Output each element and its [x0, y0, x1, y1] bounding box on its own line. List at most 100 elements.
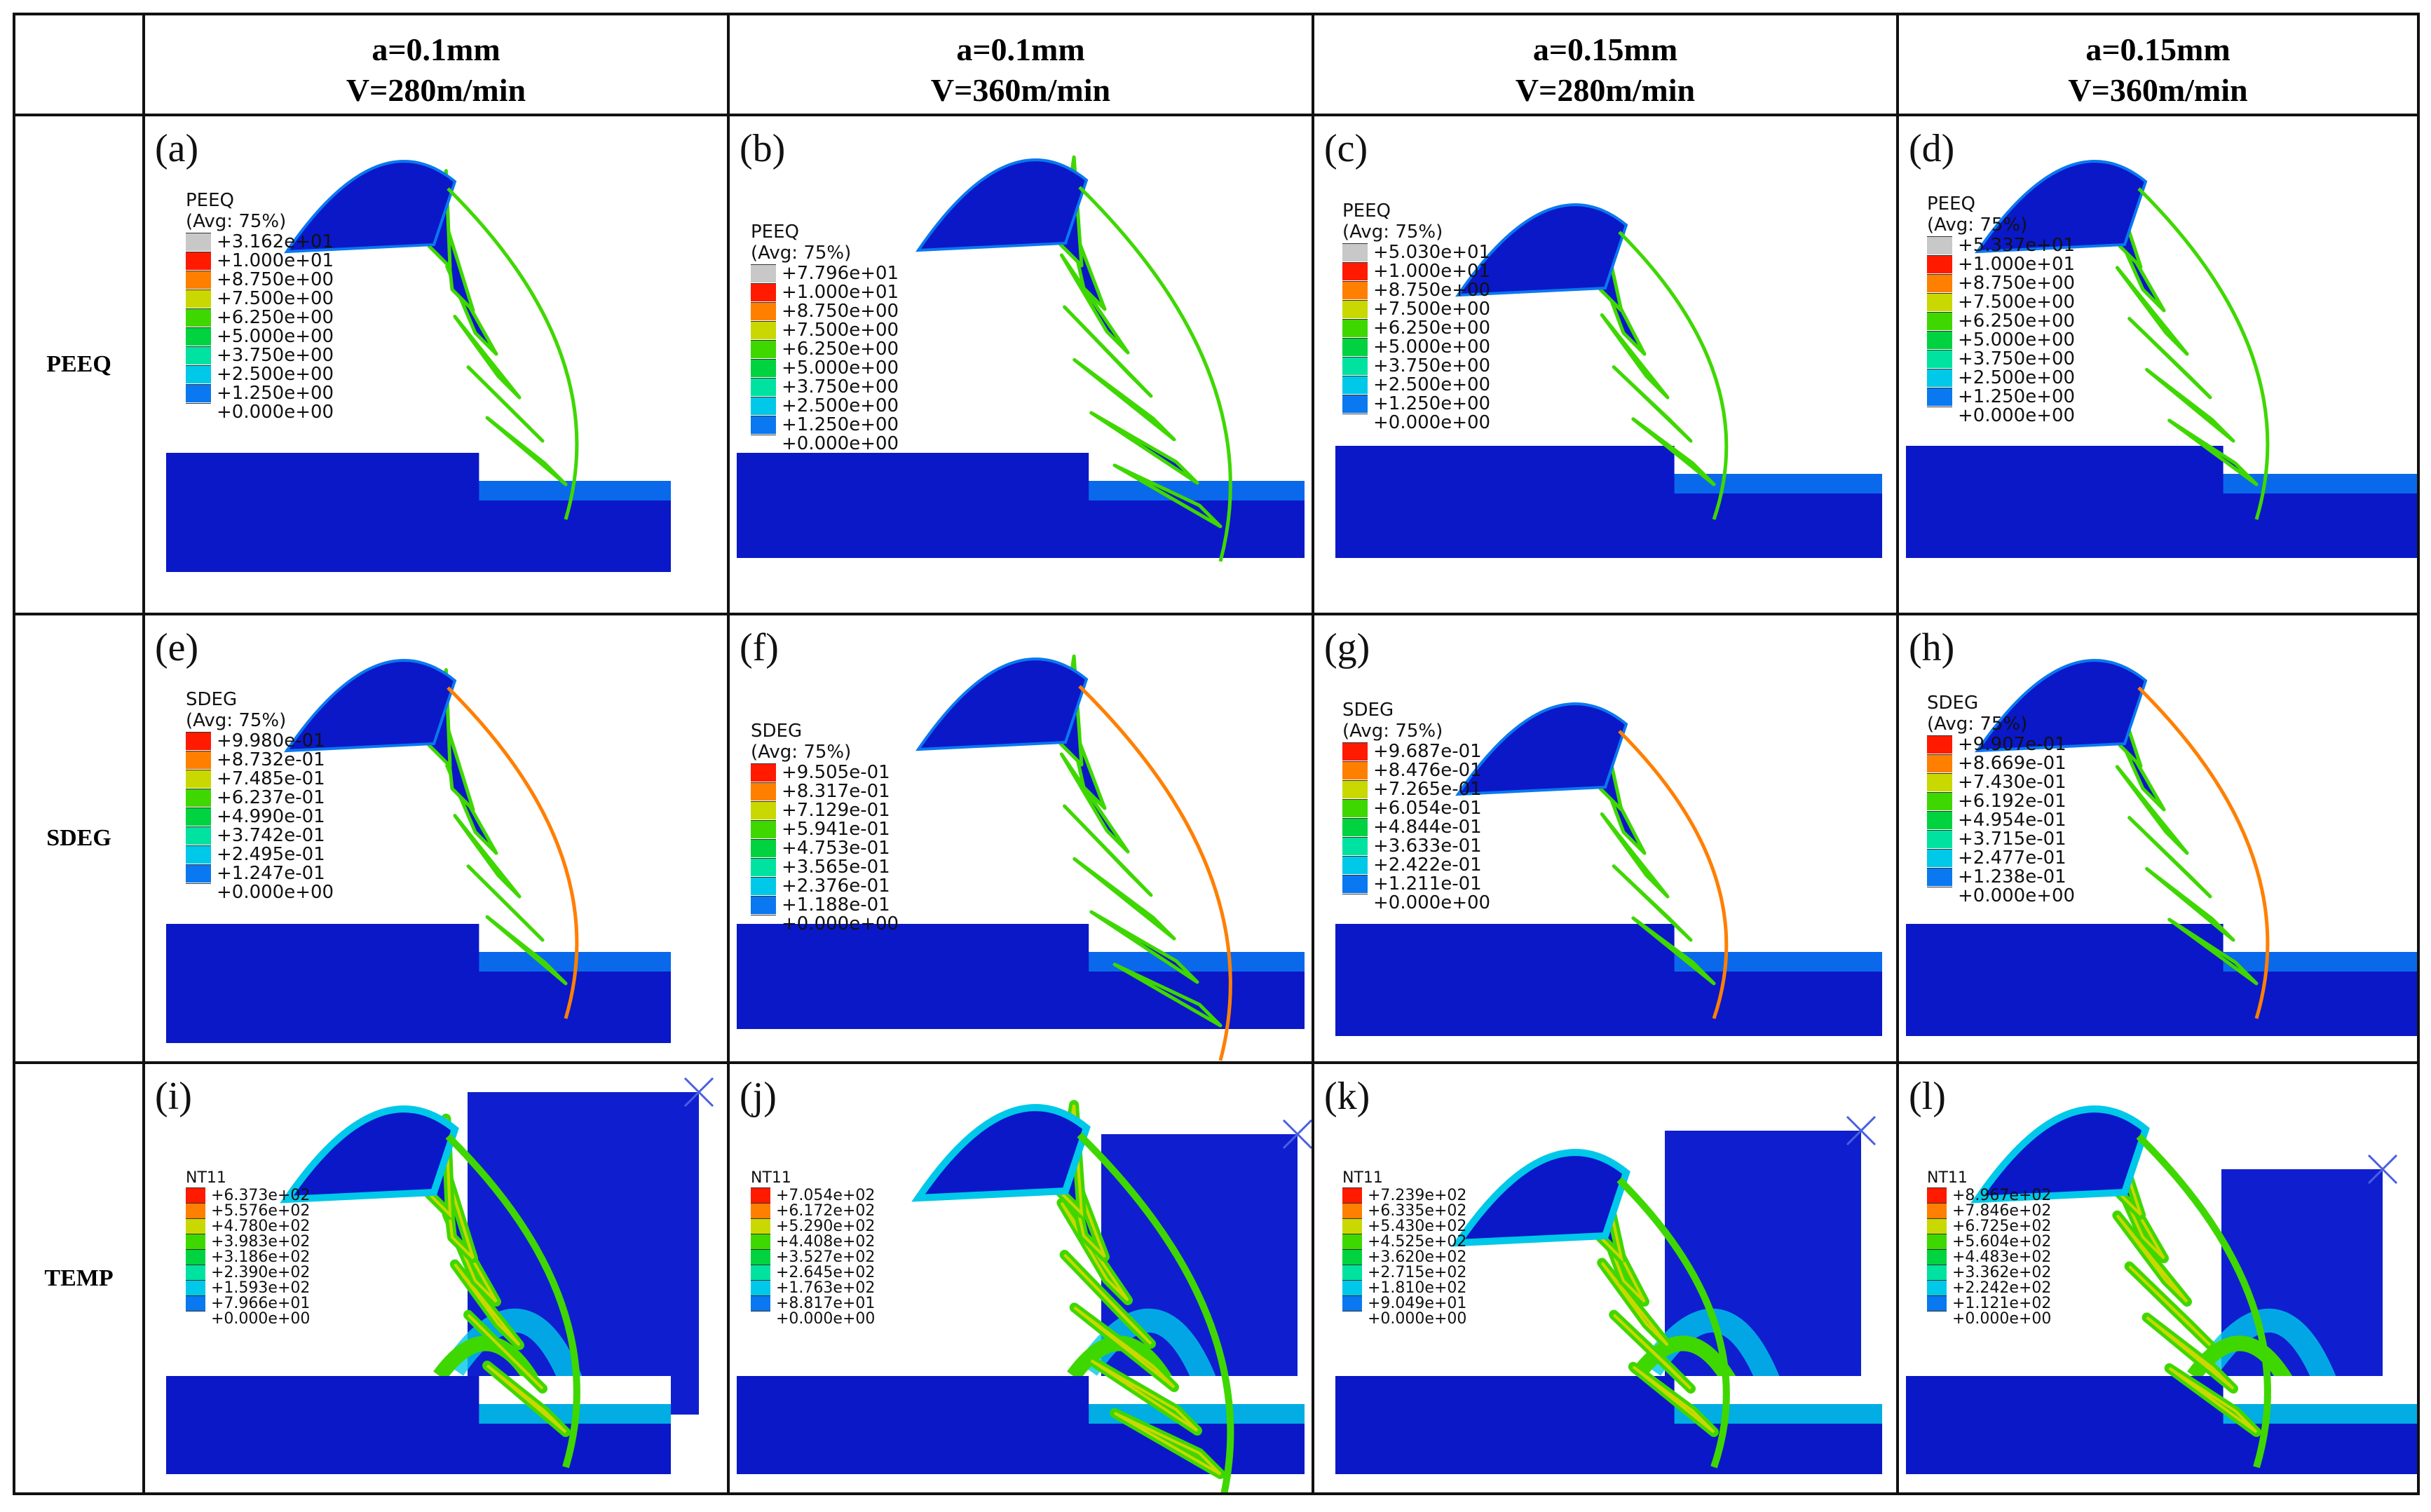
legend-value: +7.500e+00: [1958, 291, 2076, 313]
legend-swatch: [1342, 1311, 1362, 1326]
removed-layer: [2223, 924, 2416, 952]
removed-layer: [2223, 1376, 2416, 1404]
chip-isotherm: [1090, 1359, 1199, 1432]
legend-swatch: [1927, 1218, 1947, 1234]
column-header-depth: a=0.15mm: [1532, 32, 1678, 67]
chip-segment: [453, 315, 522, 400]
legend-entry: +3.715e-01: [1927, 829, 2075, 850]
row-label-sdeg: SDEG: [13, 613, 145, 1064]
legend-swatch: [751, 301, 776, 320]
legend-value: +0.000e+00: [217, 401, 334, 423]
legend-value: +3.162e+01: [217, 231, 334, 252]
legend-value: +7.430e-01: [1958, 771, 2066, 793]
legend-entry: +0.000e+00: [751, 433, 899, 454]
legend-swatch: [1342, 318, 1368, 337]
legend-swatch: [751, 819, 776, 838]
chip-segment: [1063, 804, 1153, 897]
legend-value: +3.750e+00: [217, 344, 334, 366]
legend-value: +4.753e-01: [782, 837, 890, 859]
legend-entry: +3.983e+02: [186, 1233, 310, 1251]
legend-entry: +8.750e+00: [186, 269, 334, 290]
chip-segment: [1112, 962, 1223, 1028]
chip-isotherm: [486, 1364, 567, 1433]
legend-value: +5.030e+01: [1373, 241, 1491, 263]
chip-tip: [1975, 659, 2148, 753]
legend-value: +0.000e+00: [1368, 1309, 1467, 1328]
legend-value: +4.780e+02: [211, 1217, 311, 1235]
legend-swatch: [751, 782, 776, 801]
legend-value: +8.669e-01: [1958, 752, 2066, 774]
legend-variable: PEEQ: [751, 222, 799, 243]
legend-value: +1.250e+00: [1958, 386, 2076, 407]
legend-swatch: [751, 914, 776, 933]
chip-segment: [2115, 266, 2189, 356]
legend-swatch: [751, 1295, 770, 1311]
legend-entry: +0.000e+00: [1342, 411, 1491, 433]
legend-value: +7.129e-01: [782, 799, 890, 821]
removed-layer: [1089, 453, 1305, 481]
legend-entry: +7.500e+00: [1927, 291, 2076, 313]
chip-segment: [466, 864, 545, 942]
legend-value: +1.593e+02: [211, 1279, 311, 1297]
row-temp: TEMP NT11 +6.373e+02 +5.576e+02 +4.780e+02 +…: [13, 1061, 2420, 1495]
removed-layer: [1674, 1376, 1882, 1404]
legend-entry: +5.000e+00: [751, 357, 899, 379]
row-peeq: PEEQ PEEQ (Avg: 75%) +3.162e+01 +1.000e+01 +…: [13, 114, 2420, 615]
legend-entry: +2.500e+00: [1342, 374, 1491, 395]
legend-swatch: [186, 845, 211, 864]
legend-swatch: [1927, 754, 1952, 772]
legend-value: +0.000e+00: [1373, 411, 1491, 433]
legend-entry: +5.000e+00: [186, 326, 334, 347]
legend-swatch: [1342, 798, 1368, 817]
legend-entry: +4.408e+02: [751, 1233, 875, 1251]
legend-swatch: [1342, 1234, 1362, 1249]
legend-entry: +6.054e-01: [1342, 798, 1490, 819]
legend-entry: +5.000e+00: [1342, 336, 1491, 357]
panel-label: (l): [1909, 1075, 1946, 1118]
legend-swatch: [186, 1187, 205, 1203]
legend-entry: +0.000e+00: [1342, 1309, 1467, 1328]
legend-variable: SDEG: [1927, 693, 1979, 714]
column-header-speed: V=360m/min: [930, 71, 1111, 108]
legend-value: +2.477e-01: [1958, 847, 2066, 869]
legend-swatch: [751, 377, 776, 396]
legend-value: +0.000e+00: [782, 433, 899, 454]
legend-entry: +7.485e-01: [186, 768, 334, 789]
legend-value: +1.121e+02: [1952, 1294, 2052, 1312]
legend-swatch: [751, 396, 776, 415]
legend-swatch: [1342, 1265, 1362, 1280]
legend-entry: +6.250e+00: [1927, 311, 2075, 332]
legend-entry: +0.000e+00: [751, 1310, 875, 1328]
chip-isotherm: [1073, 1306, 1176, 1389]
legend-variable: NT11: [186, 1169, 226, 1187]
chip-segment: [1631, 417, 1716, 486]
legend-swatch: [186, 270, 211, 289]
legend-value: +5.000e+00: [1373, 336, 1491, 357]
simulation-plot: [1906, 1105, 2416, 1474]
chip-tip: [284, 160, 457, 254]
chip-tip: [915, 158, 1089, 252]
legend-value: +3.750e+00: [1958, 348, 2076, 369]
legend-value: +1.247e-01: [217, 862, 325, 884]
chip-segment: [453, 814, 522, 899]
legend-swatch: [1342, 761, 1368, 779]
legend-value: +4.954e-01: [1958, 809, 2066, 831]
legend-value: +2.500e+00: [1373, 374, 1491, 395]
legend-swatch: [751, 1218, 770, 1234]
legend-value: +5.604e+02: [1952, 1232, 2052, 1251]
machined-surface: [2223, 952, 2416, 972]
legend-swatch: [751, 895, 776, 914]
shear-band: [1078, 685, 1232, 1060]
removed-layer: [1674, 924, 1882, 952]
legend-entry: +6.250e+00: [1342, 318, 1490, 339]
legend-swatch: [1342, 1203, 1362, 1218]
legend-entry: +4.990e-01: [186, 806, 334, 827]
panel-cell: PEEQ (Avg: 75%) +5.337e+01 +1.000e+01 +8.750…: [1896, 114, 2420, 615]
legend-entry: +3.750e+00: [751, 376, 899, 397]
legend-value: +5.000e+00: [1958, 329, 2076, 350]
legend-value: +0.000e+00: [1958, 885, 2076, 906]
legend-value: +7.054e+02: [776, 1186, 876, 1204]
legend-value: +5.000e+00: [782, 357, 899, 379]
legend-swatch: [1342, 742, 1368, 761]
legend-value: +2.495e-01: [217, 843, 325, 865]
